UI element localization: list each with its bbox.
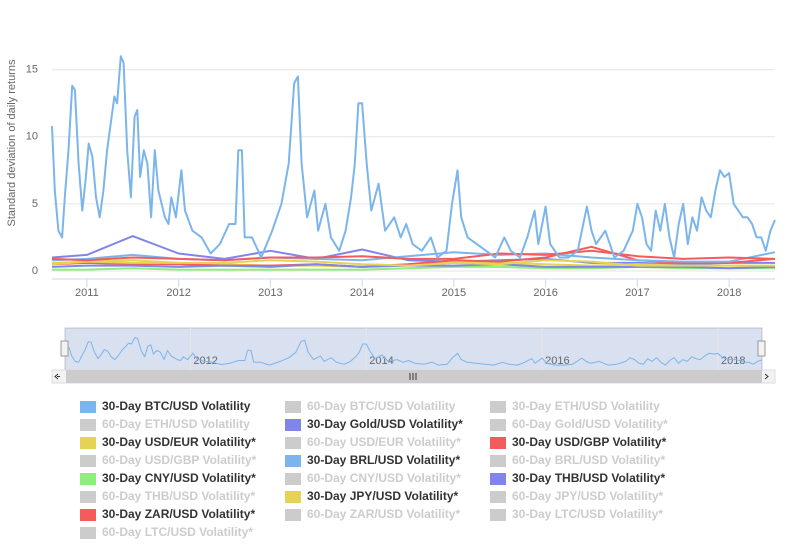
legend-symbol[interactable] — [80, 491, 96, 503]
legend-item[interactable]: 60-Day Gold/USD Volatility* — [512, 417, 668, 431]
legend-symbol[interactable] — [490, 401, 506, 413]
legend-symbol[interactable] — [490, 473, 506, 485]
legend-item[interactable]: 60-Day THB/USD Volatility* — [102, 489, 255, 503]
legend-symbol[interactable] — [285, 401, 301, 413]
x-tick-label: 2013 — [258, 287, 282, 299]
legend-item[interactable]: 60-Day CNY/USD Volatility* — [307, 471, 461, 485]
legend-item[interactable]: 30-Day Gold/USD Volatility* — [307, 417, 463, 431]
y-axis-label: Standard deviation of daily returns — [6, 59, 18, 226]
scroll-right-arrow[interactable] — [764, 373, 769, 380]
x-tick-label: 2014 — [350, 287, 374, 299]
legend-symbol[interactable] — [490, 455, 506, 467]
legend-item[interactable]: 60-Day USD/EUR Volatility* — [307, 435, 461, 449]
x-tick-label: 2016 — [533, 287, 557, 299]
legend-item[interactable]: 60-Day USD/GBP Volatility* — [102, 453, 257, 467]
x-tick-label: 2017 — [625, 287, 649, 299]
legend-item[interactable]: 60-Day ZAR/USD Volatility* — [307, 507, 460, 521]
legend-item[interactable]: 60-Day ETH/USD Volatility — [102, 417, 250, 431]
series-line — [51, 249, 776, 262]
legend-symbol[interactable] — [490, 509, 506, 521]
legend-item[interactable]: 30-Day JPY/USD Volatility* — [307, 489, 458, 503]
scroll-left-arrow[interactable] — [54, 373, 60, 380]
scrollbar-thumb[interactable] — [66, 370, 762, 383]
legend-symbol[interactable] — [285, 473, 301, 485]
legend-symbol[interactable] — [80, 527, 96, 539]
navigator-selection[interactable] — [65, 328, 762, 370]
scrollbar-grip — [409, 373, 417, 380]
y-tick-label: 10 — [26, 131, 38, 143]
navigator-tick-label: 2014 — [369, 355, 393, 367]
legend-symbol[interactable] — [285, 455, 301, 467]
navigator-line — [68, 337, 763, 366]
legend-item[interactable]: 30-Day BTC/USD Volatility — [102, 399, 251, 413]
legend-item[interactable]: 30-Day LTC/USD Volatility* — [512, 507, 663, 521]
legend-item[interactable]: 30-Day USD/EUR Volatility* — [102, 435, 256, 449]
navigator-tick-label: 2018 — [721, 355, 745, 367]
x-tick-label: 2018 — [717, 287, 741, 299]
legend-item[interactable]: 30-Day USD/GBP Volatility* — [512, 435, 667, 449]
navigator-handle[interactable] — [60, 340, 69, 357]
legend-item[interactable]: 30-Day ETH/USD Volatility — [512, 399, 660, 413]
legend-item[interactable]: 60-Day BRL/USD Volatility* — [512, 453, 665, 467]
series-line — [51, 235, 775, 266]
y-tick-label: 15 — [26, 64, 38, 76]
legend-item[interactable]: 60-Day LTC/USD Volatility* — [102, 525, 253, 539]
x-tick-label: 2015 — [442, 287, 466, 299]
legend-symbol[interactable] — [285, 491, 301, 503]
y-tick-label: 0 — [32, 265, 38, 277]
legend-symbol[interactable] — [80, 437, 96, 449]
x-tick-label: 2011 — [75, 287, 99, 299]
legend-symbol[interactable] — [285, 419, 301, 431]
legend-symbol[interactable] — [80, 473, 96, 485]
legend-item[interactable]: 60-Day JPY/USD Volatility* — [512, 489, 663, 503]
legend-symbol[interactable] — [80, 509, 96, 521]
legend-symbol[interactable] — [490, 437, 506, 449]
legend-item[interactable]: 30-Day BRL/USD Volatility* — [307, 453, 460, 467]
legend-symbol[interactable] — [285, 509, 301, 521]
legend-item[interactable]: 60-Day BTC/USD Volatility — [307, 399, 456, 413]
y-tick-label: 5 — [32, 198, 38, 210]
series-line — [51, 55, 776, 259]
legend-item[interactable]: 30-Day ZAR/USD Volatility* — [102, 507, 255, 521]
legend-symbol[interactable] — [80, 455, 96, 467]
x-tick-label: 2012 — [166, 287, 190, 299]
legend-symbol[interactable] — [490, 491, 506, 503]
legend-symbol[interactable] — [80, 419, 96, 431]
legend-item[interactable]: 30-Day CNY/USD Volatility* — [102, 471, 256, 485]
legend-symbol[interactable] — [285, 437, 301, 449]
navigator-handle[interactable] — [757, 340, 766, 357]
legend-symbol[interactable] — [80, 401, 96, 413]
navigator-tick-label: 2012 — [193, 355, 217, 367]
legend-symbol[interactable] — [490, 419, 506, 431]
series-line — [51, 259, 775, 267]
legend-item[interactable]: 30-Day THB/USD Volatility* — [512, 471, 665, 485]
